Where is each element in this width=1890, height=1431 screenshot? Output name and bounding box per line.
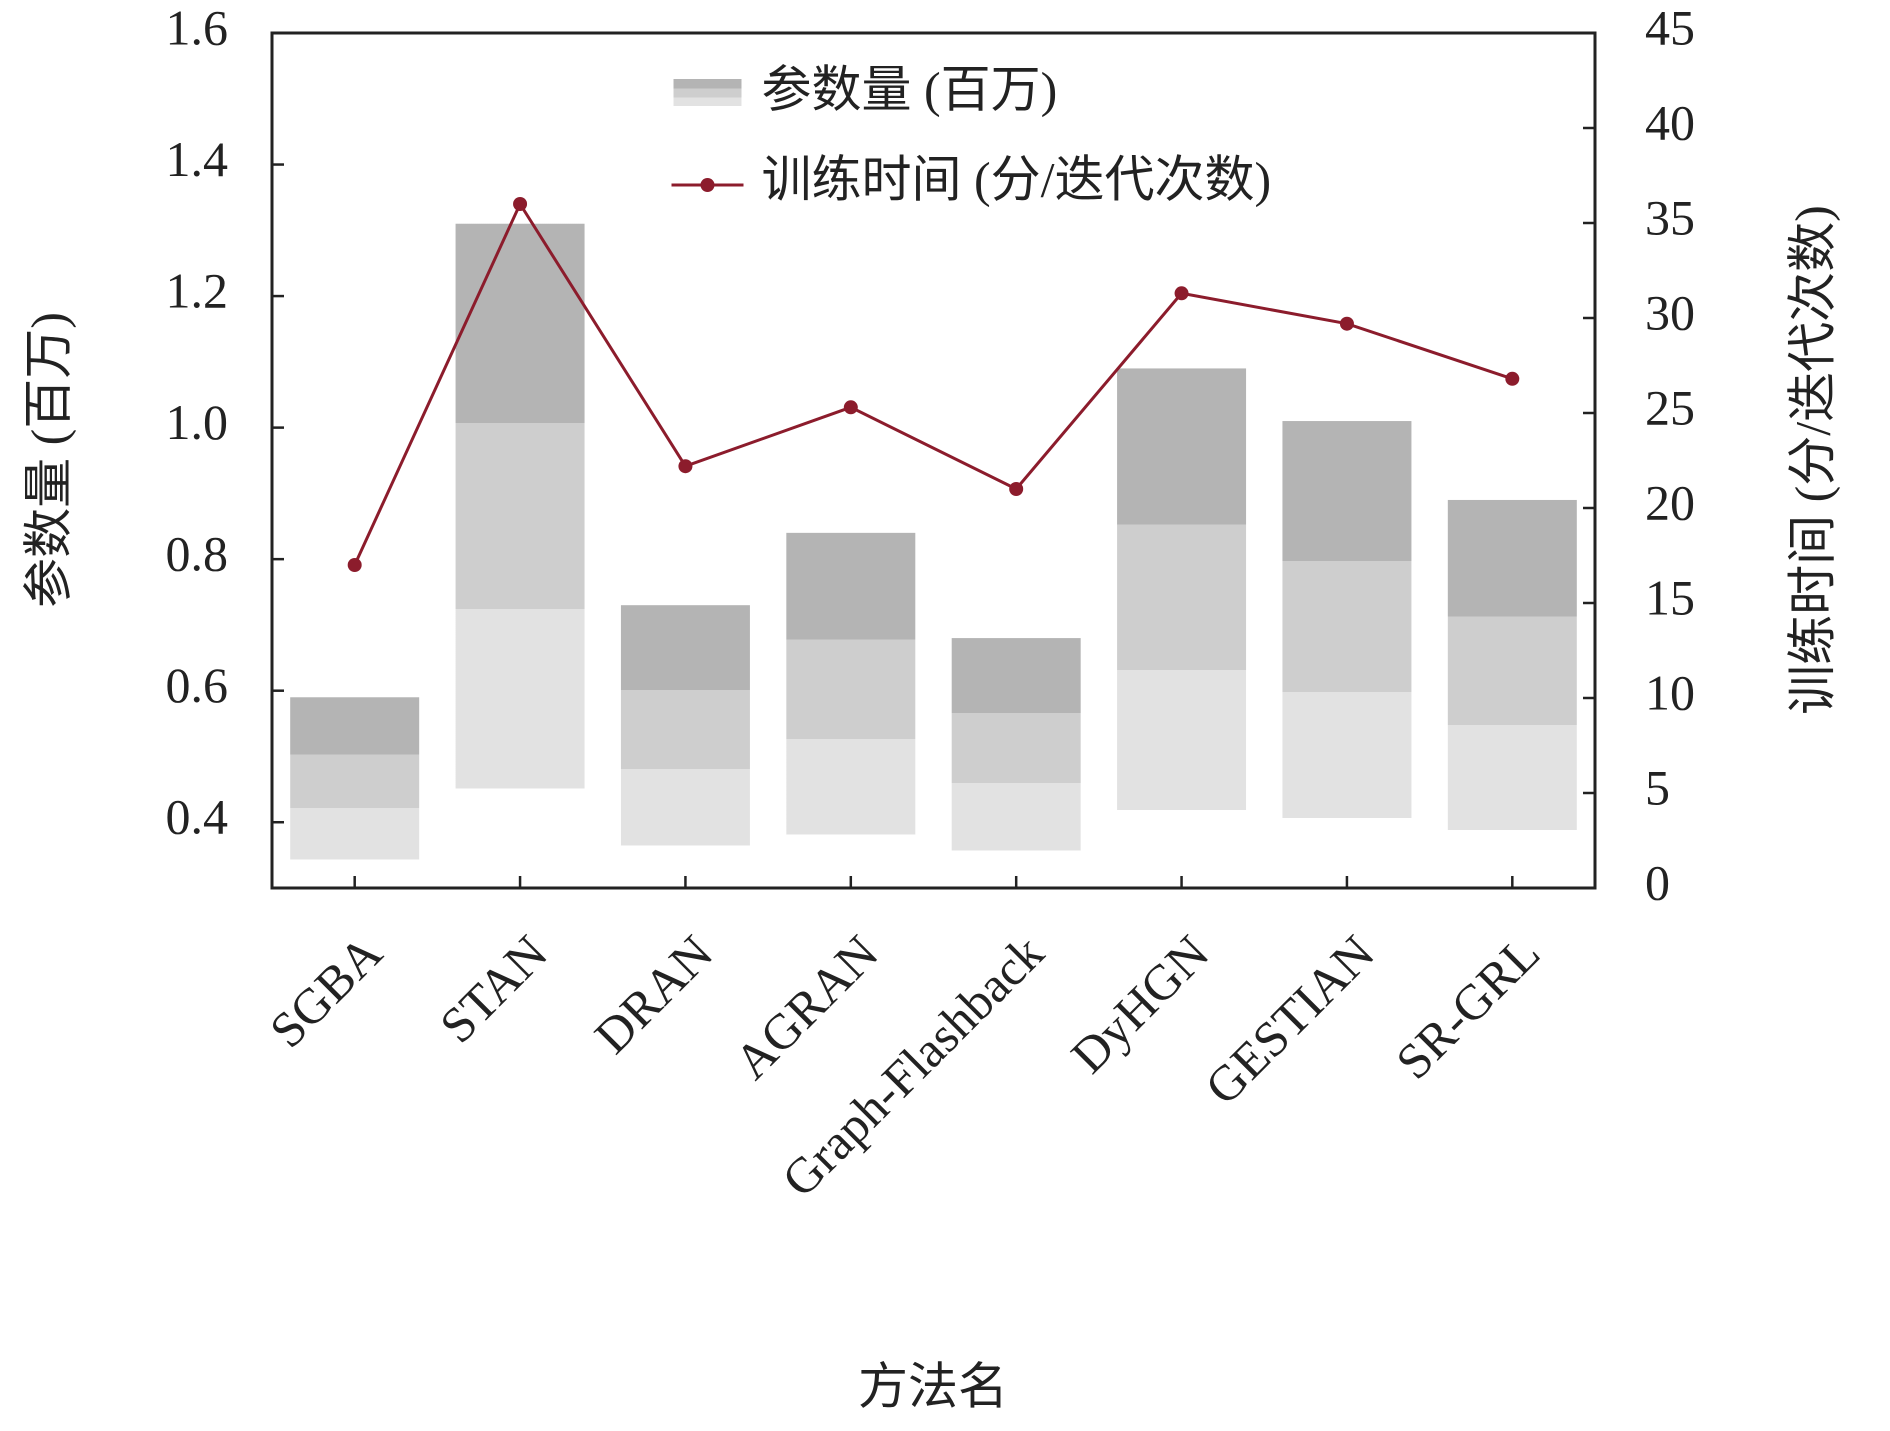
line-point (1009, 482, 1024, 496)
line (353, 200, 1513, 566)
bar (290, 697, 420, 888)
y-tick-label: 0.8 (166, 526, 229, 582)
y-tick-label: 1.2 (166, 263, 229, 319)
bar (786, 532, 916, 888)
y2-tick-label: 15 (1645, 569, 1695, 625)
bar (1282, 421, 1412, 888)
line-point (513, 197, 528, 211)
x-axis-label: 方法名 (858, 1358, 1008, 1414)
y2-tick-label: 30 (1645, 284, 1695, 340)
line-point (843, 400, 858, 415)
y-axis-label: 参数量 (百万) (20, 312, 76, 608)
x-tick-label: GESTIAN (1194, 924, 1385, 1115)
bar (620, 605, 750, 888)
line-point (678, 459, 693, 474)
y2-tick-label: 40 (1645, 94, 1695, 150)
bar (1447, 499, 1577, 888)
y-tick-label: 0.4 (166, 789, 229, 845)
legend-marker (700, 178, 715, 192)
y2-tick-label: 45 (1645, 0, 1695, 55)
bar (455, 223, 585, 888)
y2-tick-label: 35 (1645, 189, 1695, 245)
plot-frame (270, 31, 1597, 890)
legend-label: 参数量 (百万) (762, 61, 1058, 117)
line-point (347, 558, 362, 572)
y-tick-label: 1.0 (166, 394, 229, 450)
y-tick-label: 0.6 (166, 657, 229, 713)
x-tick-label: STAN (429, 924, 558, 1053)
y2-axis-label: 训练时间 (分/迭代次数) (1784, 205, 1840, 715)
legend-swatch (673, 79, 742, 111)
x-tick-label: DRAN (584, 924, 724, 1064)
legend-label: 训练时间 (分/迭代次数) (762, 151, 1272, 207)
x-tick-label: SR-GRL (1385, 924, 1550, 1089)
bar (1117, 368, 1247, 888)
line-point (1339, 316, 1354, 331)
y2-tick-label: 10 (1645, 664, 1695, 720)
x-tick-label: AGRAN (723, 924, 888, 1089)
y-tick-label: 1.6 (166, 0, 229, 55)
bar (951, 638, 1081, 888)
y2-tick-label: 0 (1645, 854, 1670, 910)
line-point (1174, 286, 1189, 301)
y2-tick-label: 25 (1645, 379, 1695, 435)
y2-tick-label: 20 (1645, 474, 1695, 530)
y2-tick-label: 5 (1645, 759, 1670, 815)
x-tick-label: SGBA (259, 924, 393, 1058)
y-tick-label: 1.4 (166, 131, 229, 187)
line-point (1505, 371, 1520, 386)
x-tick-label: DyHGN (1060, 924, 1219, 1083)
